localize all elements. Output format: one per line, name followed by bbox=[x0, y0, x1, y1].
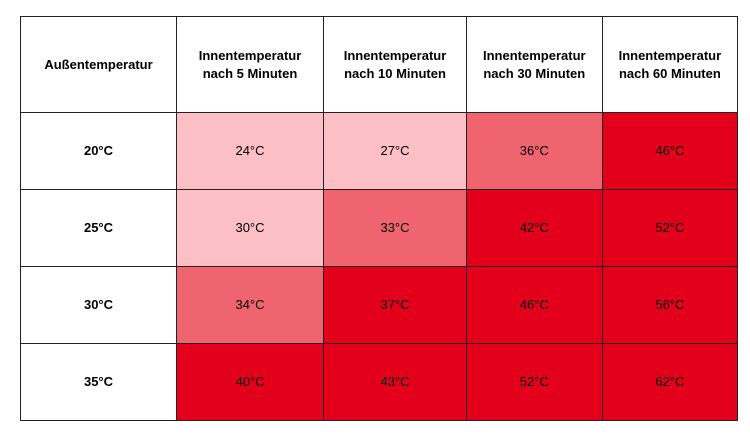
temperature-cell: 24°C bbox=[176, 112, 324, 190]
table-row: 25°C 30°C 33°C 42°C 52°C bbox=[20, 189, 739, 267]
table-row: 20°C 24°C 27°C 36°C 46°C bbox=[20, 112, 739, 190]
header-cell: Außentemperatur bbox=[20, 16, 177, 113]
temperature-cell: 30°C bbox=[176, 189, 324, 267]
temperature-cell: 43°C bbox=[323, 343, 467, 421]
row-label: 25°C bbox=[20, 189, 177, 267]
temperature-cell: 37°C bbox=[323, 266, 467, 344]
temperature-cell: 62°C bbox=[601, 343, 739, 421]
temperature-cell: 33°C bbox=[323, 189, 467, 267]
table-row: 30°C 34°C 37°C 46°C 56°C bbox=[20, 266, 739, 344]
temperature-cell: 56°C bbox=[601, 266, 739, 344]
table-row: 35°C 40°C 43°C 52°C 62°C bbox=[20, 343, 739, 421]
row-label: 35°C bbox=[20, 343, 177, 421]
temperature-table: Außentemperatur Innentemperatur nach 5 Mi… bbox=[20, 16, 739, 421]
temperature-cell: 46°C bbox=[466, 266, 603, 344]
temperature-cell: 27°C bbox=[323, 112, 467, 190]
temperature-cell: 40°C bbox=[176, 343, 324, 421]
row-label: 30°C bbox=[20, 266, 177, 344]
temperature-cell: 34°C bbox=[176, 266, 324, 344]
header-cell: Innentemperatur nach 5 Minuten bbox=[176, 16, 324, 113]
header-cell: Innentemperatur nach 60 Minuten bbox=[601, 16, 739, 113]
temperature-cell: 42°C bbox=[466, 189, 603, 267]
header-cell: Innentemperatur nach 10 Minuten bbox=[323, 16, 467, 113]
temperature-cell: 52°C bbox=[601, 189, 739, 267]
temperature-cell: 52°C bbox=[466, 343, 603, 421]
temperature-cell: 36°C bbox=[466, 112, 603, 190]
header-cell: Innentemperatur nach 30 Minuten bbox=[466, 16, 603, 113]
row-label: 20°C bbox=[20, 112, 177, 190]
header-row: Außentemperatur Innentemperatur nach 5 Mi… bbox=[20, 16, 739, 113]
temperature-cell: 46°C bbox=[601, 112, 739, 190]
table-body: 20°C 24°C 27°C 36°C 46°C 25°C 30°C 33°C 42°C 52°C… bbox=[20, 112, 739, 421]
